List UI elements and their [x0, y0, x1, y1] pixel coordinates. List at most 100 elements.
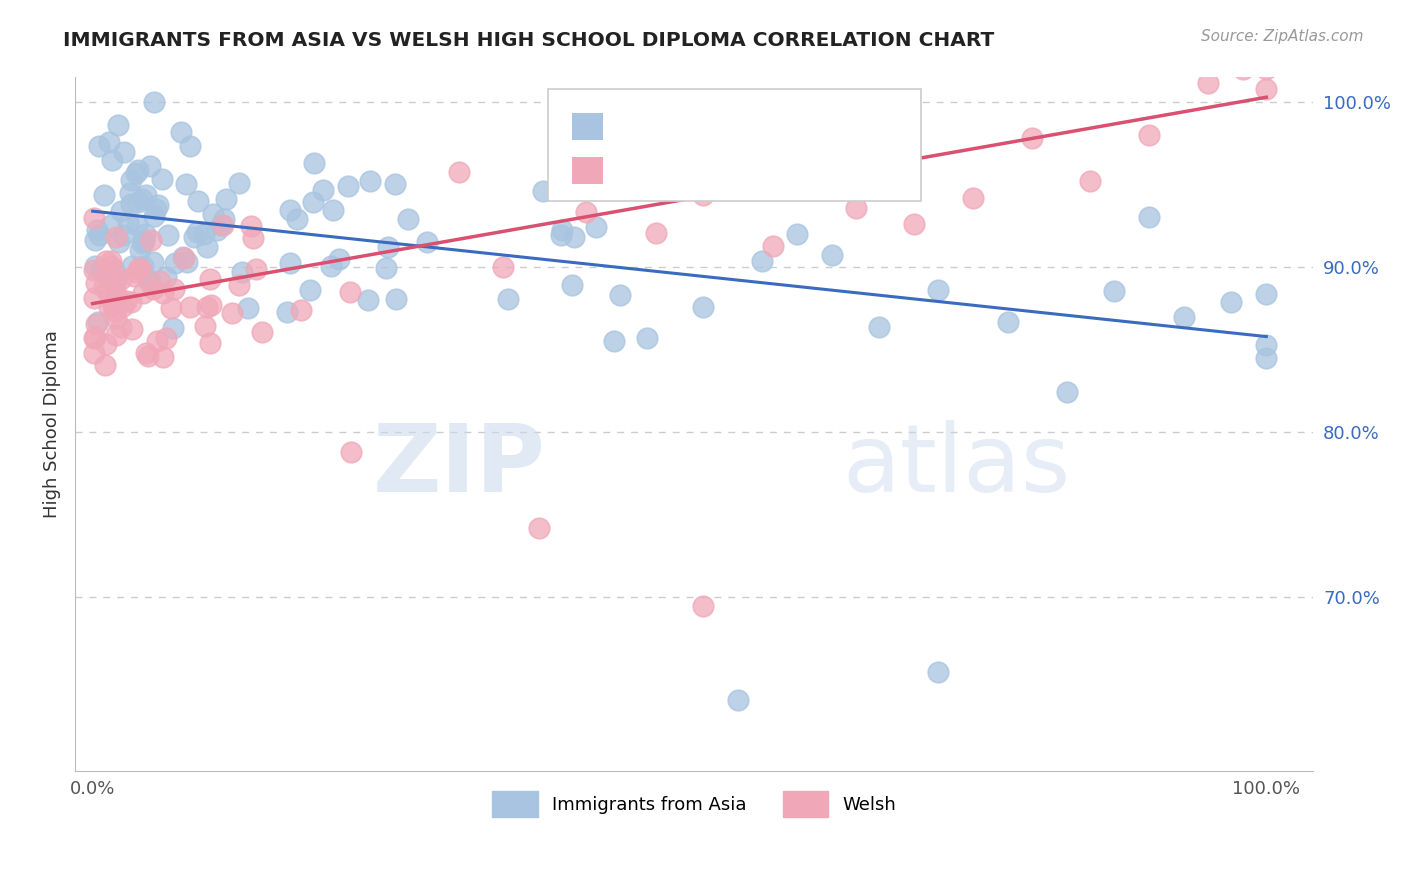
Point — [84, 329, 107, 343]
Point — [278, 256, 301, 270]
Point — [98, 300, 121, 314]
Point — [531, 185, 554, 199]
Point — [160, 301, 183, 315]
Point — [527, 521, 550, 535]
Point — [287, 211, 309, 226]
Point — [242, 231, 264, 245]
Point — [821, 248, 844, 262]
Point — [1102, 284, 1125, 298]
Point — [201, 207, 224, 221]
Text: atlas: atlas — [842, 419, 1071, 512]
Point — [90, 263, 112, 277]
Text: Source: ZipAtlas.com: Source: ZipAtlas.com — [1201, 29, 1364, 44]
Point — [146, 198, 169, 212]
Point — [927, 665, 949, 679]
Point — [138, 349, 160, 363]
Point — [215, 192, 238, 206]
Point — [103, 299, 125, 313]
Point — [311, 184, 333, 198]
Point — [83, 211, 105, 225]
Point — [176, 254, 198, 268]
Point — [585, 219, 607, 234]
Point — [129, 263, 152, 277]
Point — [100, 259, 122, 273]
Point — [1256, 338, 1278, 352]
Point — [93, 280, 115, 294]
Point — [298, 283, 321, 297]
Point — [139, 159, 162, 173]
Point — [692, 300, 714, 314]
Point — [83, 345, 105, 359]
Point — [357, 293, 380, 308]
Point — [174, 178, 197, 192]
Point — [104, 277, 127, 291]
Point — [117, 216, 139, 230]
Point — [103, 262, 125, 277]
Point — [868, 319, 890, 334]
Point — [492, 260, 515, 274]
Point — [86, 223, 108, 237]
Point — [205, 223, 228, 237]
Point — [195, 300, 218, 314]
Point — [96, 285, 118, 299]
Point — [108, 235, 131, 250]
Point — [132, 259, 155, 273]
Point — [551, 223, 574, 237]
Point — [105, 290, 128, 304]
Point — [692, 599, 714, 613]
Point — [416, 235, 439, 250]
Point — [574, 204, 596, 219]
Point — [89, 138, 111, 153]
Point — [1021, 131, 1043, 145]
Point — [138, 274, 160, 288]
Point — [120, 197, 142, 211]
Point — [278, 202, 301, 217]
Point — [125, 218, 148, 232]
Point — [290, 303, 312, 318]
Point — [449, 165, 471, 179]
Point — [136, 273, 159, 287]
Point — [172, 250, 194, 264]
Point — [94, 254, 117, 268]
Point — [83, 291, 105, 305]
Point — [142, 209, 165, 223]
Text: R = 0.390    N =  83: R = 0.390 N = 83 — [614, 147, 828, 166]
Point — [156, 228, 179, 243]
Point — [105, 229, 128, 244]
Point — [562, 230, 585, 244]
Point — [250, 325, 273, 339]
Point — [195, 240, 218, 254]
Text: R = -0.141   N = 112: R = -0.141 N = 112 — [614, 112, 837, 130]
Point — [155, 270, 177, 285]
Point — [83, 330, 105, 344]
Point — [121, 322, 143, 336]
Point — [121, 260, 143, 274]
Point — [727, 692, 749, 706]
Point — [228, 277, 250, 292]
Point — [110, 272, 132, 286]
Point — [198, 335, 221, 350]
Point — [142, 255, 165, 269]
Point — [135, 187, 157, 202]
Point — [762, 238, 785, 252]
Point — [145, 202, 167, 216]
Point — [120, 173, 142, 187]
Point — [152, 171, 174, 186]
Point — [142, 283, 165, 297]
Point — [240, 219, 263, 233]
Point — [112, 145, 135, 159]
Point — [110, 320, 132, 334]
Point — [377, 240, 399, 254]
Point — [245, 261, 267, 276]
Point — [384, 177, 406, 191]
Point — [962, 191, 984, 205]
Point — [319, 259, 342, 273]
Point — [101, 296, 124, 310]
Point — [110, 204, 132, 219]
Point — [187, 194, 209, 209]
Point — [146, 334, 169, 348]
Point — [84, 233, 107, 247]
Point — [179, 301, 201, 315]
Point — [231, 265, 253, 279]
Point — [304, 156, 326, 170]
